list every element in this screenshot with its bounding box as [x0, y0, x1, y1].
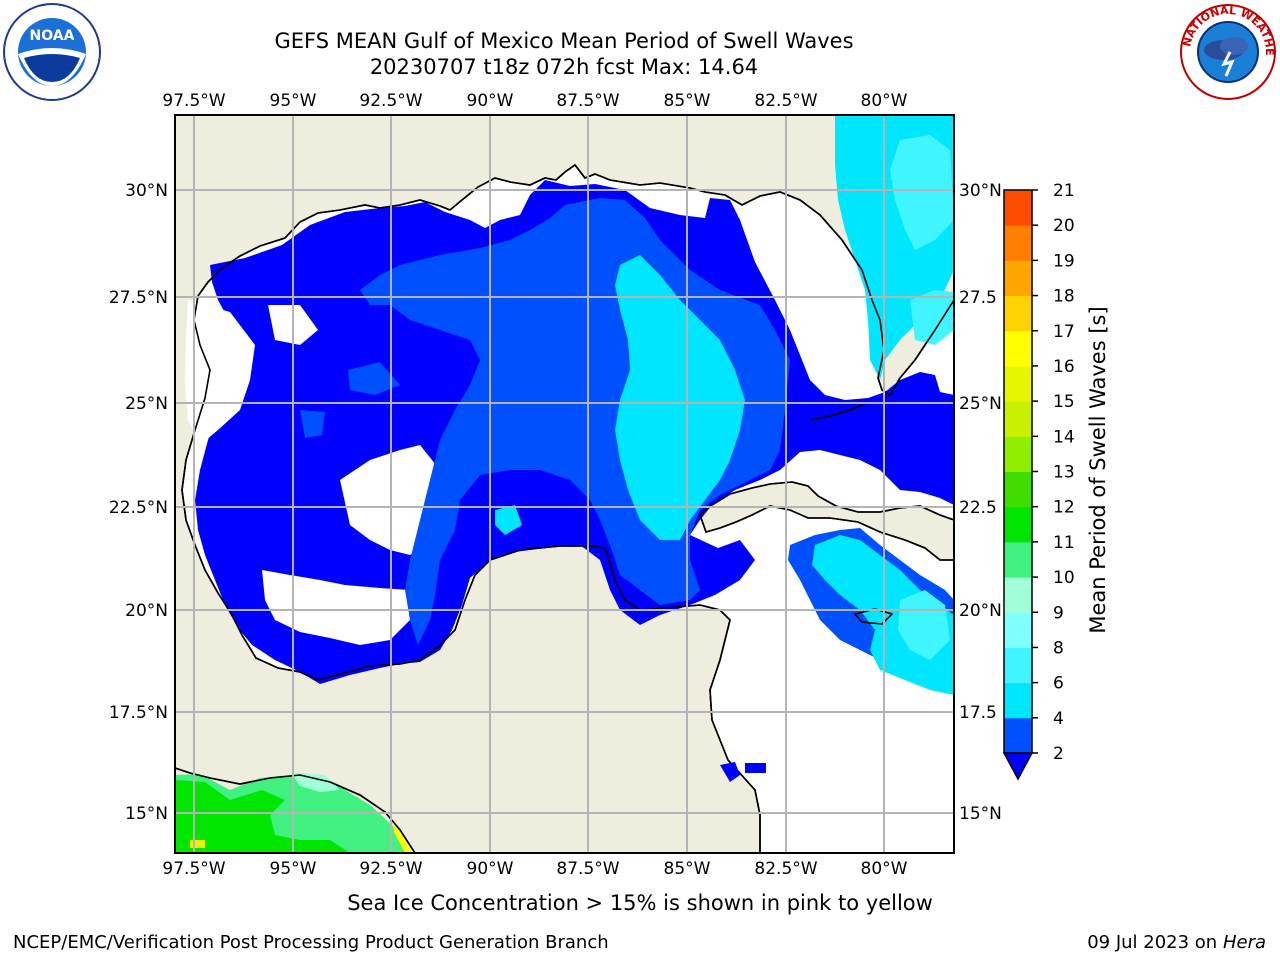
colorbar-tick-label: 16	[1053, 357, 1075, 377]
colorbar-tick-label: 14	[1053, 427, 1075, 447]
colorbar-tick-label: 19	[1053, 251, 1075, 271]
swell-pacific-10-11s	[175, 780, 350, 853]
colorbar-tick-label: 10	[1053, 568, 1075, 588]
lon-label: 92.5°W	[359, 859, 422, 879]
lon-label: 87.5°W	[556, 859, 619, 879]
swell-4-6s	[615, 255, 745, 540]
lon-label: 95°W	[270, 859, 317, 879]
colorbar-segment	[1004, 717, 1032, 754]
colorbar-segment	[1004, 225, 1032, 261]
lat-label: 30°N	[959, 181, 1002, 201]
lon-label: 95°W	[270, 91, 317, 111]
colorbar-segment	[1004, 436, 1032, 472]
lon-label: 97.5°W	[162, 859, 225, 879]
lat-label: 15°N	[959, 804, 1002, 824]
colorbar-tick-label: 15	[1053, 392, 1075, 412]
lon-label: 80°W	[861, 91, 908, 111]
lat-label: 27.5	[959, 288, 997, 308]
map-title-line2: 20230707 t18z 072h fcst Max: 14.64	[369, 55, 759, 79]
colorbar-tick-label: 11	[1053, 533, 1075, 553]
machine-name: Hera	[1222, 932, 1266, 953]
colorbar-tick-label: 18	[1053, 287, 1075, 307]
colorbar-tick-label: 20	[1053, 216, 1075, 236]
colorbar-segment	[1004, 647, 1032, 684]
lat-label: 25°N	[125, 394, 168, 414]
lat-label: 25°N	[959, 394, 1002, 414]
map-title-line1: GEFS MEAN Gulf of Mexico Mean Period of …	[274, 29, 854, 53]
swell-patch-caribbean-2	[745, 763, 766, 773]
colorbar-tick-label: 9	[1053, 603, 1064, 623]
lat-label: 20°N	[959, 601, 1002, 621]
lon-labels-bottom: 97.5°W 95°W 92.5°W 90°W 87.5°W 85°W 82.5…	[162, 859, 907, 879]
colorbar-segment	[1004, 682, 1032, 719]
lat-labels-left: 30°N 27.5°N 25°N 22.5°N 20°N 17.5°N 15°N	[109, 181, 168, 824]
colorbar: 2 4 6 8 9 10 11 12 13 14 15 16 17 18 19 20 21	[1002, 181, 1075, 781]
lon-labels-top: 97.5°W 95°W 92.5°W 90°W 87.5°W 85°W 82.5…	[162, 91, 907, 111]
colorbar-segment	[1004, 401, 1032, 437]
colorbar-segment	[1004, 365, 1032, 402]
nws-logo: NATIONAL WEATHER SERVICE	[1178, 2, 1276, 100]
lon-label: 85°W	[664, 91, 711, 111]
lon-label: 85°W	[664, 859, 711, 879]
colorbar-tick-label: 13	[1053, 463, 1075, 483]
graticule	[175, 115, 954, 853]
colorbar-tick-label: 4	[1053, 709, 1064, 729]
lat-labels-right: 30°N 27.5 25°N 22.5 20°N 17.5 15°N	[959, 181, 1002, 824]
colorbar-segment	[1004, 541, 1032, 578]
lon-label: 90°W	[467, 91, 514, 111]
colorbar-segment	[1004, 577, 1032, 613]
colorbar-tick-label: 12	[1053, 498, 1075, 518]
lon-label: 80°W	[861, 859, 908, 879]
swell-patch-caribbean	[720, 762, 740, 782]
lon-label: 82.5°W	[754, 859, 817, 879]
colorbar-segment	[1004, 330, 1032, 367]
lat-label: 30°N	[125, 181, 168, 201]
colorbar-segment	[1004, 295, 1032, 332]
lat-label: 22.5°N	[109, 498, 168, 518]
credit-text: NCEP/EMC/Verification Post Processing Pr…	[13, 932, 609, 953]
colorbar-segment	[1004, 260, 1032, 297]
lon-label: 87.5°W	[556, 91, 619, 111]
colorbar-segment	[1004, 190, 1032, 226]
lon-label: 82.5°W	[754, 91, 817, 111]
lon-label: 92.5°W	[359, 91, 422, 111]
svg-text:NOAA: NOAA	[30, 28, 75, 44]
swell-6-8s	[890, 135, 954, 250]
sea-ice-note: Sea Ice Concentration > 15% is shown in …	[347, 891, 933, 915]
colorbar-segment	[1004, 471, 1032, 508]
colorbar-tick-label: 17	[1053, 322, 1075, 342]
colorbar-tick-label: 6	[1053, 674, 1064, 694]
colorbar-tick-label: 8	[1053, 638, 1064, 658]
lon-label: 90°W	[467, 859, 514, 879]
colorbar-tick-label: 21	[1053, 181, 1075, 201]
colorbar-segment	[1004, 612, 1032, 648]
lat-label: 17.5°N	[109, 703, 168, 723]
run-date: 09 Jul 2023 on Hera	[1087, 932, 1266, 953]
lat-label: 15°N	[125, 804, 168, 824]
lat-label: 22.5	[959, 498, 997, 518]
colorbar-segment	[1004, 506, 1032, 543]
colorbar-under-arrow	[1002, 752, 1034, 781]
colorbar-label: Mean Period of Swell Waves [s]	[1086, 306, 1110, 633]
lat-label: 17.5	[959, 703, 997, 723]
noaa-logo: NOAA	[3, 3, 101, 101]
lon-label: 97.5°W	[162, 91, 225, 111]
lat-label: 27.5°N	[109, 288, 168, 308]
map-frame	[174, 114, 955, 854]
run-date-text: 09 Jul 2023 on	[1087, 932, 1223, 953]
colorbar-tick-label: 2	[1053, 744, 1064, 764]
lat-label: 20°N	[125, 601, 168, 621]
